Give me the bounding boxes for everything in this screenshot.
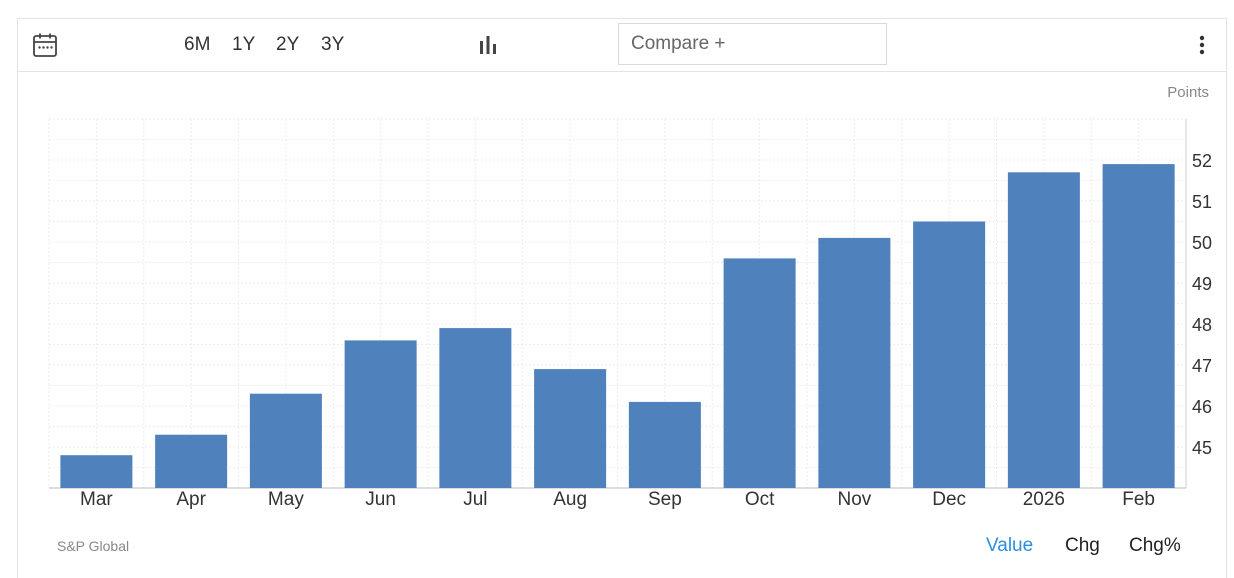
x-tick-label: Apr bbox=[176, 489, 206, 510]
x-tick-label: Mar bbox=[80, 489, 113, 510]
x-tick-label: Oct bbox=[745, 489, 775, 510]
x-tick-label: Feb bbox=[1122, 489, 1155, 510]
y-tick-label: 51 bbox=[1192, 192, 1212, 212]
unit-label: Points bbox=[1167, 84, 1209, 101]
bar-may[interactable] bbox=[249, 393, 322, 488]
x-tick-label: Aug bbox=[553, 489, 587, 510]
bar-oct[interactable] bbox=[723, 258, 796, 488]
y-tick-label: 47 bbox=[1192, 356, 1212, 376]
mode-chg-button[interactable]: Chg bbox=[1065, 535, 1100, 556]
chart-widget: 6M 1Y 2Y 3Y Points Mar Apr May Jun Jul Aug Sep… bbox=[17, 18, 1227, 578]
x-tick-label: Sep bbox=[648, 489, 682, 510]
bar-aug[interactable] bbox=[534, 369, 607, 488]
bar-dec[interactable] bbox=[913, 221, 986, 489]
range-1y-button[interactable]: 1Y bbox=[232, 34, 256, 55]
x-tick-label: Nov bbox=[837, 489, 871, 510]
bar-jul[interactable] bbox=[439, 328, 512, 488]
vertical-dots-icon[interactable] bbox=[1190, 33, 1214, 57]
bar-nov[interactable] bbox=[818, 237, 891, 488]
bar-2026[interactable] bbox=[1007, 172, 1080, 489]
mode-chg-percent-button[interactable]: Chg% bbox=[1129, 535, 1181, 556]
bar-chart: Mar Apr May Jun Jul Aug Sep Oct Nov Dec 2026 Feb 45 4… bbox=[48, 118, 1212, 510]
y-tick-label: 45 bbox=[1192, 438, 1212, 458]
source-label: S&P Global bbox=[57, 538, 130, 554]
bar-apr[interactable] bbox=[155, 434, 228, 488]
bar-sep[interactable] bbox=[628, 401, 701, 488]
compare-input[interactable] bbox=[618, 23, 887, 65]
x-tick-label: May bbox=[268, 489, 304, 510]
bar-chart-icon[interactable] bbox=[476, 33, 500, 57]
chart-toolbar: 6M 1Y 2Y 3Y bbox=[18, 19, 1226, 72]
y-tick-label: 50 bbox=[1192, 233, 1212, 253]
calendar-icon[interactable] bbox=[32, 32, 58, 58]
range-2y-button[interactable]: 2Y bbox=[276, 34, 300, 55]
y-tick-label: 52 bbox=[1192, 151, 1212, 171]
bar-feb[interactable] bbox=[1102, 164, 1175, 488]
bar-jun[interactable] bbox=[344, 340, 417, 488]
range-6m-button[interactable]: 6M bbox=[184, 34, 211, 55]
x-tick-label: Dec bbox=[932, 489, 966, 510]
y-tick-label: 46 bbox=[1192, 397, 1212, 417]
y-tick-label: 49 bbox=[1192, 274, 1212, 294]
range-3y-button[interactable]: 3Y bbox=[321, 34, 345, 55]
x-tick-label: Jun bbox=[365, 489, 396, 510]
x-tick-label: 2026 bbox=[1023, 489, 1065, 510]
bar-mar[interactable] bbox=[60, 455, 133, 488]
y-tick-label: 48 bbox=[1192, 315, 1212, 335]
mode-value-button[interactable]: Value bbox=[986, 535, 1034, 556]
x-tick-label: Jul bbox=[463, 489, 487, 510]
